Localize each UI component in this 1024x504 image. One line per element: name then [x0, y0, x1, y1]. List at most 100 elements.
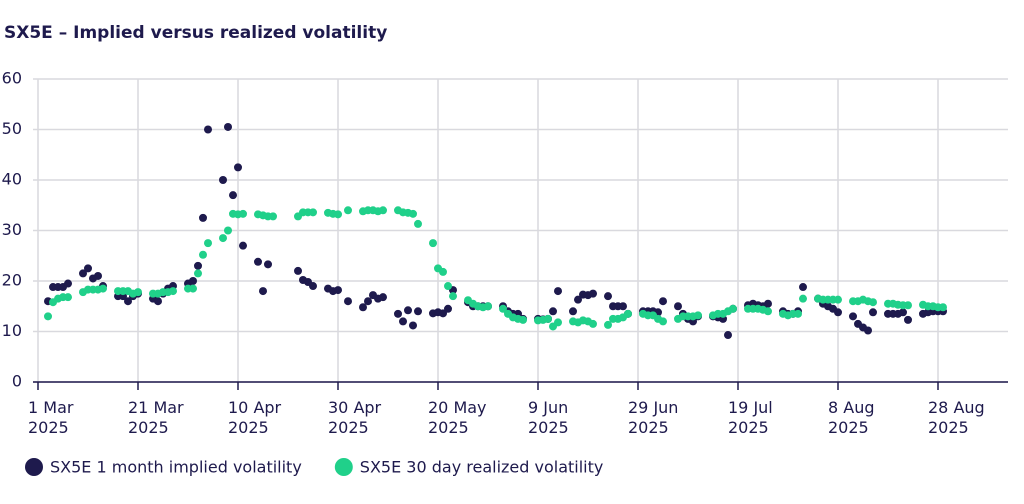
y-tick-label: 0	[12, 372, 22, 391]
point	[229, 191, 237, 200]
point	[764, 307, 772, 316]
point	[269, 212, 277, 221]
point	[379, 206, 387, 215]
point	[204, 125, 212, 134]
point	[359, 303, 367, 312]
point	[574, 295, 582, 304]
x-tick-label-line: 2025	[328, 418, 369, 437]
point	[254, 257, 262, 266]
point	[659, 317, 667, 326]
x-tick-label: 28 Aug 2025	[928, 398, 985, 437]
legend-label: SX5E 30 day realized volatility	[360, 458, 604, 477]
point	[344, 206, 352, 215]
point	[239, 241, 247, 250]
point	[379, 293, 387, 302]
y-tick-label: 30	[2, 220, 22, 239]
point	[294, 266, 302, 275]
x-tick-label-line: 2025	[128, 418, 169, 437]
point	[869, 308, 877, 317]
point	[394, 309, 402, 318]
x-tick-label-line: 2025	[628, 418, 669, 437]
point	[264, 260, 272, 269]
point	[94, 271, 102, 280]
point	[694, 311, 702, 320]
point	[199, 213, 207, 222]
point	[239, 209, 247, 218]
legend-label: SX5E 1 month implied volatility	[50, 458, 302, 477]
x-tick-label-line: 1 Mar	[28, 398, 74, 417]
point	[619, 302, 627, 311]
point	[439, 267, 447, 276]
point	[449, 292, 457, 301]
x-tick-label: 21 Mar 2025	[128, 398, 184, 437]
point	[519, 315, 527, 324]
point	[589, 319, 597, 328]
point	[79, 269, 87, 278]
legend-marker	[334, 458, 353, 476]
point	[169, 287, 177, 296]
point	[44, 312, 52, 321]
point	[499, 304, 507, 313]
x-tick-label: 30 Apr 2025	[328, 398, 382, 437]
point	[869, 298, 877, 307]
point	[64, 293, 72, 302]
point	[589, 289, 597, 298]
point	[794, 309, 802, 318]
x-tick-label-line: 2025	[828, 418, 869, 437]
point	[409, 209, 417, 218]
y-tick-label: 60	[2, 69, 22, 88]
y-tick-label: 10	[2, 321, 22, 340]
point	[624, 309, 632, 318]
x-tick-label-line: 2025	[28, 418, 69, 437]
chart-title: SX5E – Implied versus realized volatilit…	[4, 23, 387, 43]
point	[849, 312, 857, 321]
y-tick-label: 50	[2, 119, 22, 138]
point	[189, 277, 197, 285]
x-tick-label-line: 9 Jun	[528, 398, 568, 417]
point	[674, 302, 682, 311]
x-tick-label: 1 Mar 2025	[28, 398, 74, 437]
point	[414, 219, 422, 228]
point	[444, 304, 452, 313]
point	[409, 321, 417, 330]
point	[904, 301, 912, 310]
point	[364, 297, 372, 306]
x-tick-label-line: 2025	[528, 418, 569, 437]
point	[64, 279, 72, 288]
point	[604, 292, 612, 301]
point	[199, 250, 207, 259]
point	[194, 269, 202, 278]
x-tick-label: 20 May 2025	[428, 398, 487, 437]
x-tick-label-line: 19 Jul	[728, 398, 773, 417]
point	[404, 306, 412, 315]
point	[544, 314, 552, 323]
point	[554, 318, 562, 327]
point	[429, 239, 437, 248]
point	[399, 317, 407, 326]
point	[189, 284, 197, 293]
x-tick-label: 19 Jul 2025	[728, 398, 773, 437]
point	[724, 331, 732, 340]
point	[234, 163, 242, 172]
point	[154, 297, 162, 306]
x-tick-label-line: 10 Apr	[228, 398, 282, 417]
point	[334, 210, 342, 219]
x-tick-label-line: 21 Mar	[128, 398, 184, 417]
point	[414, 307, 422, 316]
x-tick-label-line: 2025	[728, 418, 769, 437]
x-tick-label: 9 Jun 2025	[528, 398, 569, 437]
point	[124, 297, 132, 306]
x-tick-label-line: 30 Apr	[328, 398, 382, 417]
point	[224, 226, 232, 235]
point	[444, 282, 452, 291]
point	[219, 234, 227, 243]
point	[799, 294, 807, 303]
x-tick-label-line: 2025	[428, 418, 469, 437]
point	[84, 264, 92, 273]
point	[834, 295, 842, 304]
point	[659, 297, 667, 306]
point	[939, 303, 947, 312]
point	[729, 304, 737, 313]
x-tick-label-line: 29 Jun	[628, 398, 678, 417]
